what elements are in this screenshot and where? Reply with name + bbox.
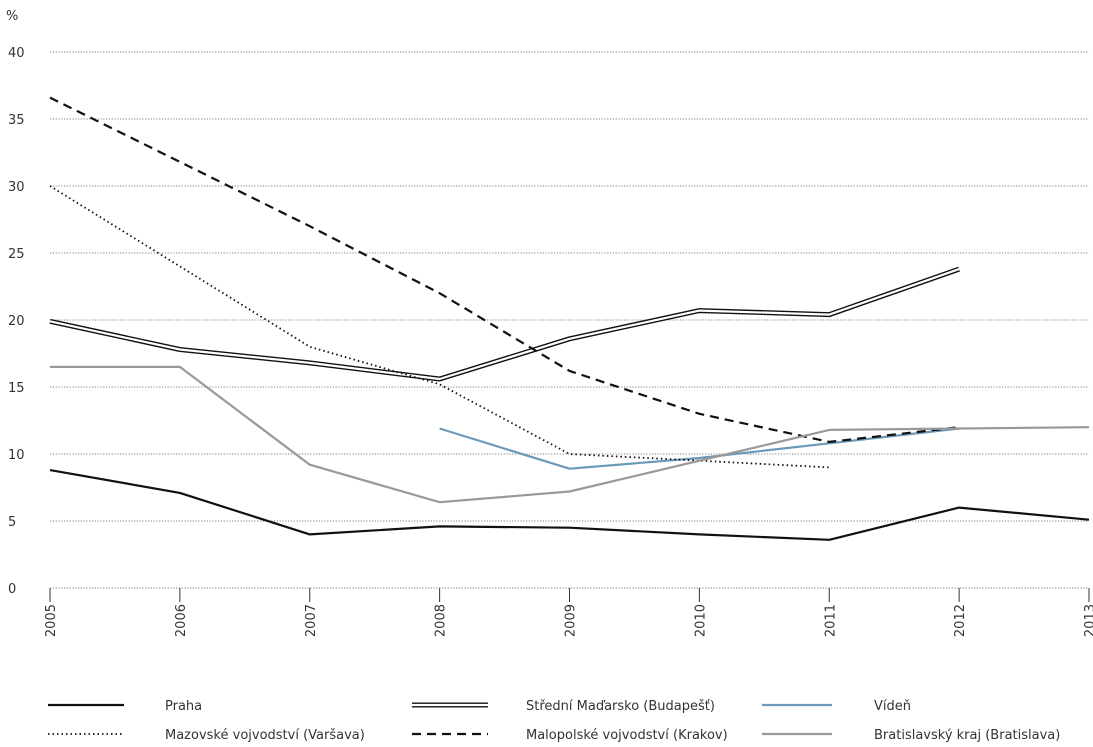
y-tick-label: 20 (8, 314, 25, 329)
legend-item: Malopolské vojvodství (Krakov) (412, 728, 728, 743)
series-lines (49, 96, 1090, 541)
x-tick-label: 2008 (434, 604, 449, 637)
legend-label: Praha (165, 699, 202, 714)
x-tick-label: 2011 (823, 604, 838, 637)
legend-label: Střední Maďarsko (Budapešť) (526, 699, 715, 714)
y-tick-label: 35 (8, 113, 25, 128)
y-tick-label: 15 (8, 381, 25, 396)
y-tick-label: 40 (8, 46, 25, 61)
series-line-5 (50, 365, 1090, 504)
legend-item: Praha (48, 699, 202, 714)
series-line-2 (439, 427, 960, 470)
y-axis: 0 5 10 15 20 25 30 35 40 (8, 46, 25, 597)
legend-item: Bratislavský kraj (Bratislava) (762, 728, 1060, 743)
x-tick-label: 2012 (953, 604, 968, 637)
x-axis: 2005 2006 2007 2008 2009 2010 2011 2012 2013 (44, 587, 1093, 637)
series-line-0 (49, 469, 1090, 541)
y-tick-label: 10 (8, 448, 25, 463)
y-tick-label: 5 (8, 515, 16, 530)
legend-item: Mazovské vojvodství (Varšava) (48, 728, 365, 743)
grid (50, 51, 1089, 522)
legend-item: Střední Maďarsko (Budapešť) (412, 699, 715, 714)
y-tick-label: 0 (8, 582, 16, 597)
series-line-1 (49, 266, 960, 382)
x-tick-label: 2010 (693, 604, 708, 637)
series-line-4 (49, 96, 960, 443)
x-tick-label: 2007 (304, 604, 319, 637)
legend: Praha Střední Maďarsko (Budapešť) Vídeň Maz… (48, 699, 1060, 743)
x-tick-label: 2006 (174, 604, 189, 637)
legend-item: Vídeň (762, 699, 911, 714)
x-tick-label: 2013 (1083, 604, 1093, 637)
y-tick-label: 30 (8, 180, 25, 195)
y-tick-label: 25 (8, 247, 25, 262)
legend-label: Bratislavský kraj (Bratislava) (874, 728, 1060, 743)
y-unit-label: % (6, 9, 18, 24)
series-line-1-inner (49, 268, 960, 381)
series-line-3 (49, 185, 830, 469)
legend-label: Malopolské vojvodství (Krakov) (526, 728, 728, 743)
legend-label: Vídeň (874, 699, 911, 714)
x-tick-label: 2005 (44, 604, 59, 637)
legend-label: Mazovské vojvodství (Varšava) (165, 728, 365, 743)
x-tick-label: 2009 (564, 604, 579, 637)
